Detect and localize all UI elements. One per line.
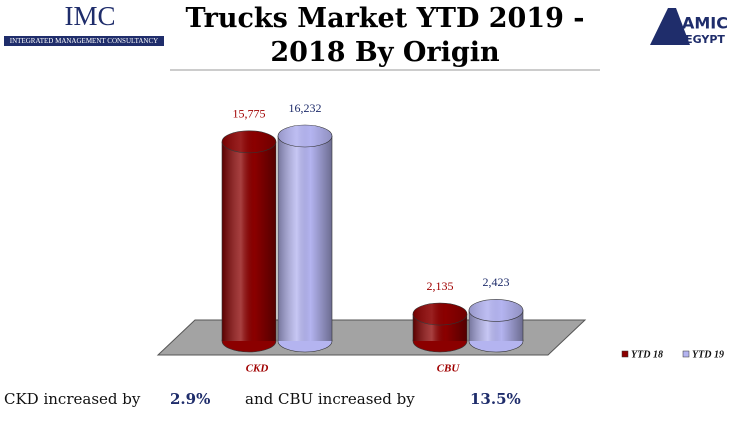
amic-logo: AMIC	[682, 14, 728, 33]
amic-country: EGYPT	[685, 33, 725, 46]
legend-label: YTD 18	[631, 349, 663, 360]
bar	[277, 124, 333, 353]
x-tick-label: CKD	[246, 363, 269, 375]
imc-bar	[4, 36, 164, 46]
data-label: 2,135	[427, 279, 454, 293]
footer-number: 13.5%	[470, 390, 521, 408]
footer: CKD increased by 2.9% and CBU increased …	[0, 390, 740, 416]
bar	[221, 130, 277, 353]
marks: CKD 15,775 16,232 CBU 2,135 2,423 YTD 18 YTD 19	[221, 101, 724, 375]
bar-top-shading	[469, 299, 523, 322]
data-label: 15,775	[233, 107, 266, 121]
footer-number: 2.9%	[170, 390, 211, 408]
legend-label: YTD 19	[692, 349, 724, 360]
imc-logo: IMC	[64, 1, 115, 31]
bar-shading	[222, 141, 276, 341]
data-label: 2,423	[483, 275, 510, 289]
footer-text: and CBU increased by	[245, 390, 415, 408]
bar-shading	[278, 136, 332, 341]
bar-top-shading	[278, 125, 332, 147]
imc-subtitle: INTEGRATED MANAGEMENT CONSULTANCY	[10, 37, 158, 45]
chart-title: Trucks Market YTD 2019 - 2018 By Origin	[185, 3, 585, 68]
legend-swatch	[621, 350, 629, 358]
data-label: 16,232	[289, 101, 322, 115]
x-tick-label: CBU	[437, 363, 461, 375]
bar-top-shading	[413, 303, 467, 326]
footer-text: CKD increased by	[4, 390, 141, 408]
bar-top-shading	[222, 130, 276, 153]
legend-swatch	[682, 350, 690, 358]
bar	[468, 299, 524, 353]
amic-mark	[650, 8, 690, 45]
bar	[412, 302, 468, 353]
